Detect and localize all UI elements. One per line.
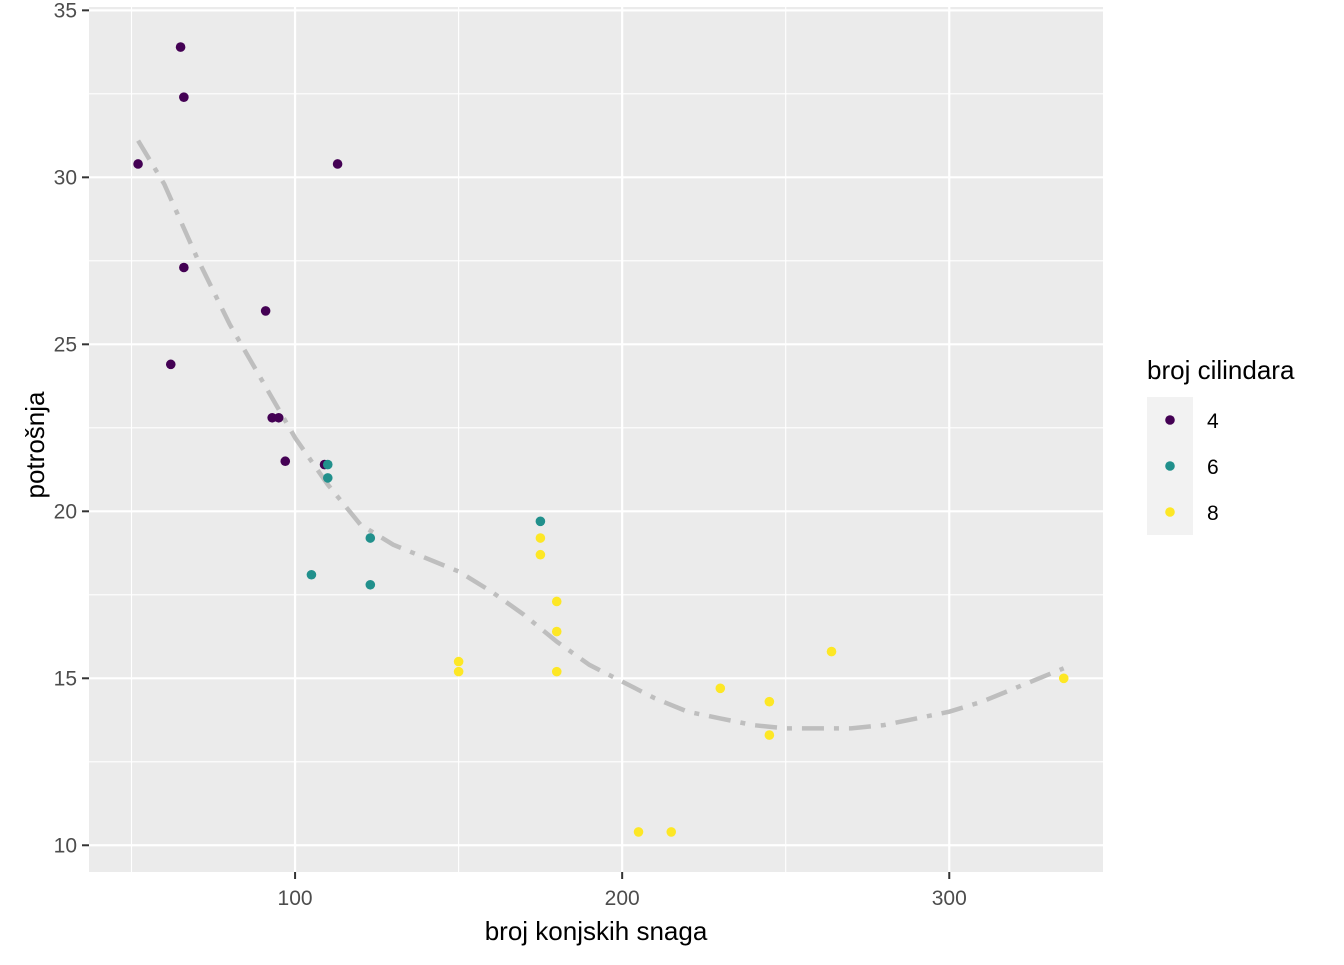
data-point-cyl-8 [1058, 673, 1069, 684]
plot-panel [89, 7, 1103, 872]
y-axis: 10 15 20 25 30 35 [54, 0, 89, 857]
major-gridlines [89, 7, 1103, 872]
data-point-cyl-8 [453, 656, 464, 667]
data-point-cyl-8 [764, 696, 775, 707]
legend-keys: 4 6 8 [1147, 397, 1219, 535]
x-axis: 100 200 300 [278, 872, 967, 910]
x-tick-label: 100 [278, 887, 313, 910]
data-point-cyl-8 [453, 666, 464, 677]
legend-key-swatch [1165, 461, 1175, 471]
data-point-cyl-6 [306, 569, 317, 580]
data-point-cyl-4 [179, 92, 189, 102]
data-point-cyl-8 [535, 549, 546, 560]
data-point-cyl-4 [332, 159, 343, 169]
data-point-cyl-6 [365, 579, 376, 590]
minor-gridlines [89, 7, 1103, 872]
data-point-cyl-4 [260, 306, 271, 316]
y-tick-label: 20 [54, 500, 77, 523]
data-point-cyl-4 [273, 412, 284, 423]
data-point-cyl-8 [633, 827, 644, 837]
trend-line-layer [136, 139, 1065, 731]
data-point-cyl-8 [826, 646, 837, 657]
legend-key-swatch [1165, 507, 1175, 517]
y-tick-label: 25 [54, 333, 77, 356]
data-point-cyl-6 [322, 473, 333, 483]
y-axis-label: potrošnja [20, 391, 50, 498]
data-point-cyl-4 [133, 159, 143, 169]
y-tick-label: 35 [54, 0, 77, 22]
legend-entry-label: 8 [1207, 502, 1219, 525]
data-point-cyl-4 [165, 359, 176, 370]
y-tick-label: 30 [54, 166, 77, 189]
legend-entry-label: 6 [1207, 456, 1219, 479]
data-point-cyl-6 [535, 516, 546, 527]
data-point-cyl-8 [551, 596, 562, 607]
x-tick-label: 300 [932, 887, 967, 910]
legend: broj cilindara 4 6 8 [1147, 355, 1295, 535]
data-point-cyl-8 [535, 533, 546, 543]
data-point-cyl-6 [365, 533, 376, 543]
data-point-cyl-8 [715, 683, 726, 694]
legend-entry-label: 4 [1207, 410, 1219, 433]
points-layer [133, 42, 1069, 837]
data-point-cyl-4 [175, 42, 186, 52]
data-point-cyl-4 [179, 262, 189, 273]
data-point-cyl-8 [764, 730, 775, 740]
y-tick-label: 15 [54, 667, 77, 690]
x-axis-label: broj konjskih snaga [485, 916, 708, 946]
data-point-cyl-8 [666, 827, 677, 837]
legend-key-swatch [1165, 415, 1175, 425]
y-tick-label: 10 [54, 834, 77, 857]
x-tick-label: 200 [605, 887, 640, 910]
data-point-cyl-8 [551, 626, 562, 637]
data-point-cyl-8 [551, 666, 562, 677]
legend-title: broj cilindara [1147, 355, 1295, 385]
data-point-cyl-6 [322, 459, 333, 470]
data-point-cyl-4 [280, 456, 291, 467]
trend-line [136, 139, 1065, 731]
